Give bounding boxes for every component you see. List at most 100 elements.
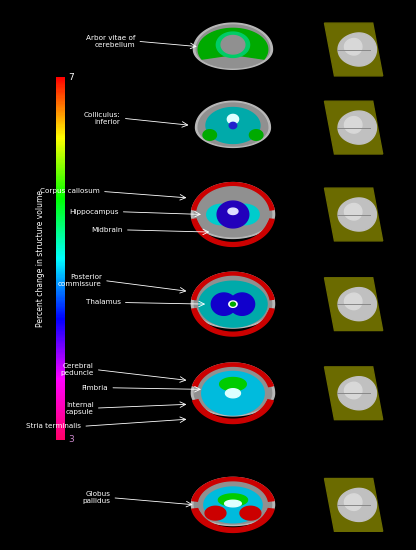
Polygon shape [324, 367, 383, 420]
Bar [56, 408, 65, 409]
Bar [56, 354, 65, 355]
Polygon shape [338, 111, 376, 144]
Bar [56, 238, 65, 239]
Polygon shape [198, 29, 268, 59]
Bar [56, 233, 65, 234]
Polygon shape [194, 274, 272, 326]
Bar [56, 206, 65, 208]
Bar [56, 83, 65, 84]
Bar [56, 124, 65, 125]
Bar [56, 355, 65, 356]
Bar [56, 335, 65, 336]
Bar [56, 131, 65, 133]
Bar [56, 426, 65, 427]
Bar [56, 395, 65, 397]
Text: Corpus callosum: Corpus callosum [40, 189, 100, 194]
Bar [56, 371, 65, 372]
Bar [56, 330, 65, 331]
Bar [56, 116, 65, 117]
Polygon shape [324, 101, 383, 154]
Bar [56, 420, 65, 421]
Text: 7: 7 [69, 73, 74, 81]
Bar [56, 175, 65, 176]
Bar [56, 436, 65, 438]
Bar [56, 397, 65, 398]
Bar [56, 317, 65, 318]
Bar [56, 190, 65, 191]
Bar [56, 97, 65, 99]
Bar [56, 78, 65, 79]
Polygon shape [230, 293, 255, 315]
Text: Colliculus:
inferior: Colliculus: inferior [84, 112, 121, 125]
Bar [56, 312, 65, 313]
Text: Posterior
commissure: Posterior commissure [58, 274, 102, 287]
Bar [56, 250, 65, 251]
Bar [56, 161, 65, 162]
Bar [56, 302, 65, 303]
Bar [56, 134, 65, 135]
Bar [56, 85, 65, 87]
Bar [56, 140, 65, 141]
Bar [56, 345, 65, 347]
Bar [56, 84, 65, 85]
Bar [56, 368, 65, 370]
Bar [56, 342, 65, 343]
Bar [56, 156, 65, 157]
Polygon shape [344, 117, 362, 133]
Bar [56, 255, 65, 256]
Text: Thalamus: Thalamus [86, 300, 121, 305]
Polygon shape [202, 371, 264, 415]
Bar [56, 271, 65, 272]
Bar [56, 113, 65, 114]
Polygon shape [344, 293, 362, 310]
Bar [56, 438, 65, 439]
Polygon shape [218, 494, 248, 506]
Bar [56, 295, 65, 296]
Bar [56, 297, 65, 299]
Bar [56, 114, 65, 115]
Bar [56, 361, 65, 362]
Bar [56, 185, 65, 186]
Text: Globus
pallidus: Globus pallidus [82, 491, 110, 504]
Polygon shape [197, 277, 269, 325]
Bar [56, 227, 65, 228]
Bar [56, 279, 65, 280]
Bar [56, 224, 65, 226]
Bar [56, 362, 65, 364]
Bar [56, 268, 65, 270]
Polygon shape [191, 272, 275, 328]
Bar [56, 87, 65, 88]
Bar [56, 404, 65, 405]
Bar [56, 313, 65, 314]
Bar [56, 418, 65, 420]
Polygon shape [324, 23, 383, 76]
Bar [56, 339, 65, 341]
Bar [56, 282, 65, 283]
Bar [56, 79, 65, 81]
Bar [56, 94, 65, 95]
Polygon shape [230, 302, 235, 306]
Bar [56, 409, 65, 410]
Polygon shape [205, 507, 226, 520]
Text: Stria terminalis: Stria terminalis [26, 424, 81, 429]
Text: Internal
capsule: Internal capsule [66, 402, 94, 415]
Bar [56, 400, 65, 401]
Bar [56, 240, 65, 241]
Bar [56, 214, 65, 215]
Bar [56, 421, 65, 422]
Bar [56, 144, 65, 145]
Bar [56, 381, 65, 382]
Bar [56, 148, 65, 150]
Text: Arbor vitae of
cerebellum: Arbor vitae of cerebellum [86, 35, 135, 48]
Polygon shape [198, 367, 268, 412]
Bar [56, 162, 65, 163]
Bar [56, 145, 65, 146]
Bar [56, 235, 65, 236]
Bar [56, 378, 65, 380]
Bar [56, 263, 65, 265]
Polygon shape [192, 219, 274, 246]
Bar [56, 323, 65, 324]
Bar [56, 364, 65, 365]
Bar [56, 172, 65, 173]
Bar [56, 208, 65, 209]
